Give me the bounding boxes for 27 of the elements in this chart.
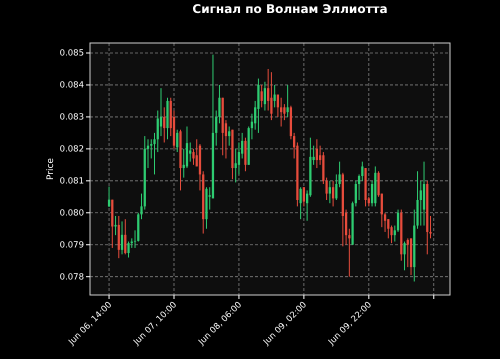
candlestick bbox=[280, 97, 282, 127]
candlestick bbox=[163, 106, 166, 143]
candlestick bbox=[108, 186, 110, 208]
candlestick bbox=[176, 129, 178, 153]
candlestick bbox=[302, 186, 306, 207]
candlestick bbox=[274, 84, 276, 108]
y-tick-label: 0.085 bbox=[60, 48, 84, 59]
y-tick-label: 0.083 bbox=[60, 112, 84, 123]
candlestick bbox=[189, 142, 192, 162]
y-tick-label: 0.079 bbox=[60, 240, 84, 250]
candlestick bbox=[403, 241, 406, 271]
candlestick bbox=[328, 180, 331, 204]
candlestick bbox=[299, 186, 302, 220]
candlestick bbox=[332, 180, 334, 207]
y-tick-label: 0.082 bbox=[60, 144, 84, 155]
y-tick-label: 0.080 bbox=[60, 208, 84, 218]
y-tick-label: 0.081 bbox=[60, 176, 84, 187]
y-tick-label: 0.084 bbox=[60, 80, 84, 91]
chart-title: Сигнал по Волнам Эллиотта bbox=[192, 2, 388, 16]
candlestick bbox=[260, 84, 263, 108]
y-axis-title: Price bbox=[46, 158, 56, 180]
candlestick bbox=[406, 238, 409, 268]
candlestick bbox=[316, 138, 318, 169]
candlestick bbox=[124, 218, 126, 255]
y-tick-label: 0.078 bbox=[60, 272, 84, 282]
candlestick bbox=[228, 126, 230, 146]
candlestick bbox=[286, 84, 289, 118]
